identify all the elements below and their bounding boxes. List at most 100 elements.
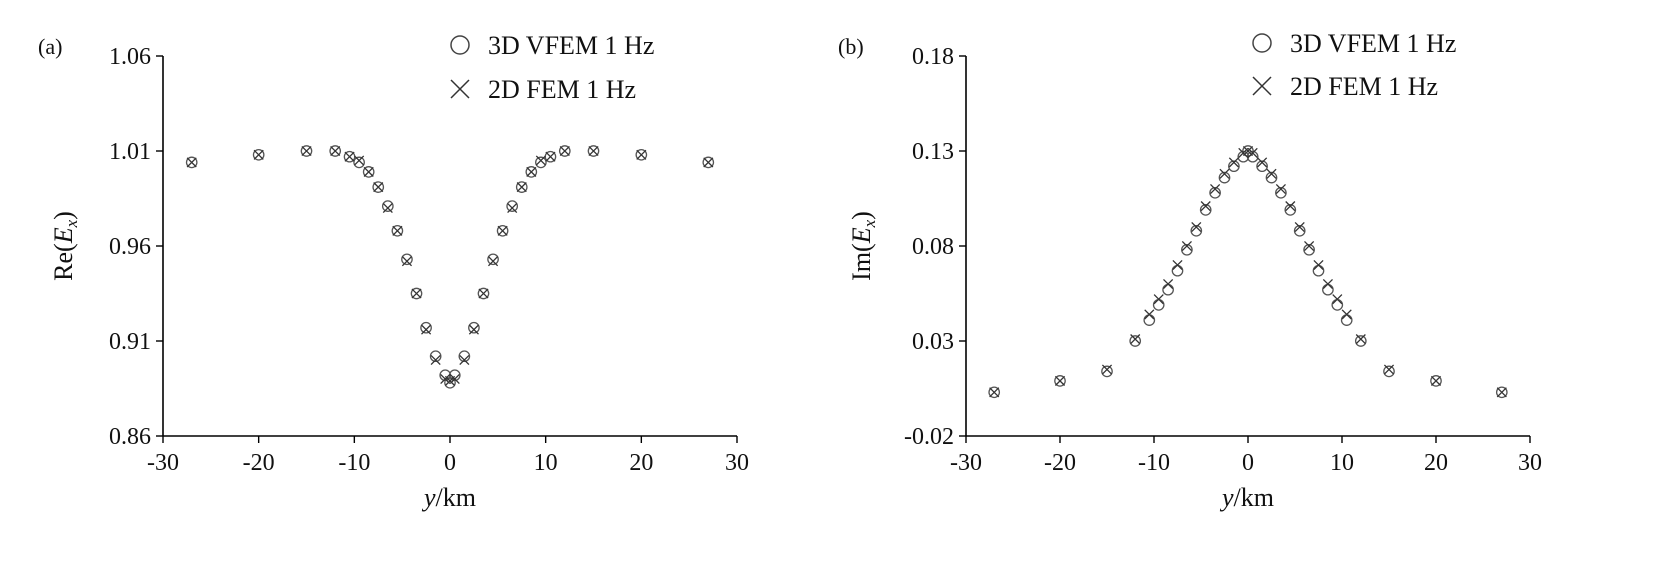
data-point-circle <box>1284 204 1297 216</box>
data-point-circle <box>1143 314 1156 326</box>
data-point-cross <box>1322 278 1333 290</box>
data-point-circle <box>525 166 538 178</box>
data-point-circle <box>1199 204 1212 216</box>
data-point-circle <box>410 287 423 300</box>
data-point-cross <box>1285 201 1296 212</box>
legend-entry-label: 3D VFEM 1 Hz <box>1290 29 1456 58</box>
data-point-circle <box>1312 264 1325 277</box>
data-point-circle <box>1162 283 1174 296</box>
y-tick-label: 0.13 <box>912 139 954 165</box>
legend-entry-label: 2D FEM 1 Hz <box>488 75 636 104</box>
x-axis-label: y/km <box>1219 483 1274 512</box>
data-point-circle <box>444 376 456 389</box>
data-point-cross <box>363 166 374 177</box>
panel-label: (b) <box>838 34 864 59</box>
data-point-cross <box>301 145 312 157</box>
data-point-circle <box>1303 243 1315 256</box>
series-2d-fem <box>989 145 1507 398</box>
data-point-circle <box>362 166 375 178</box>
y-tick-label: 1.06 <box>109 44 151 70</box>
data-point-circle <box>506 200 519 212</box>
series-3d-vfem <box>185 145 715 389</box>
data-point-cross <box>526 166 537 177</box>
x-tick-label: 20 <box>629 450 653 476</box>
y-axis-label-subscript: x <box>860 219 879 228</box>
data-point-cross <box>1219 168 1230 179</box>
y-axis-label-subscript: x <box>62 219 81 228</box>
data-point-circle <box>1354 335 1367 347</box>
legend: 3D VFEM 1 Hz 2D FEM 1 Hz <box>1252 29 1456 101</box>
data-point-circle <box>587 145 600 157</box>
data-point-cross <box>1101 364 1113 375</box>
data-point-circle <box>1181 243 1193 256</box>
data-point-cross <box>1210 183 1221 195</box>
data-point-circle <box>496 224 509 237</box>
data-point-cross <box>1304 240 1315 252</box>
y-axis-label-suffix: ) <box>847 211 876 220</box>
x-axis-label-unit: /km <box>436 483 476 512</box>
data-point-cross <box>1257 157 1268 168</box>
data-point-circle <box>1495 386 1508 399</box>
data-point-circle <box>1129 335 1142 347</box>
data-point-cross <box>1496 387 1507 398</box>
data-point-circle <box>702 156 715 169</box>
data-point-cross <box>703 157 714 168</box>
legend-circle-icon <box>1252 33 1272 53</box>
legend: 3D VFEM 1 Hz 2D FEM 1 Hz <box>450 31 654 104</box>
data-point-circle <box>468 321 480 334</box>
data-point-circle <box>401 253 413 266</box>
y-tick-label: 0.08 <box>912 234 954 260</box>
data-point-cross <box>1172 259 1183 271</box>
data-point-circle <box>1340 314 1353 326</box>
data-point-cross <box>1181 240 1192 252</box>
data-point-circle <box>1228 160 1240 173</box>
data-point-cross <box>449 373 460 385</box>
data-point-circle <box>635 148 648 161</box>
x-tick-label: -30 <box>147 450 179 476</box>
data-point-cross <box>373 182 384 193</box>
x-axis-label: y/km <box>421 483 476 512</box>
data-point-cross <box>497 225 508 236</box>
data-point-cross <box>1130 334 1141 345</box>
data-point-cross <box>1383 364 1395 375</box>
data-point-cross <box>1266 168 1277 179</box>
x-tick-label: -10 <box>338 450 370 476</box>
data-point-cross <box>636 149 647 160</box>
y-tick-label: 0.96 <box>109 234 151 260</box>
y-axis-label: Im(Ex) <box>847 211 879 281</box>
data-point-cross <box>1228 157 1239 168</box>
data-point-circle <box>1322 283 1334 296</box>
legend-circle-icon <box>450 35 470 55</box>
data-point-cross <box>401 256 413 267</box>
data-point-circle <box>477 287 490 300</box>
data-point-cross <box>1341 309 1352 320</box>
data-point-cross <box>186 157 197 168</box>
data-point-cross <box>588 145 599 157</box>
data-point-circle <box>1218 171 1231 184</box>
data-point-cross <box>507 202 518 214</box>
data-point-circle <box>353 156 365 169</box>
data-point-circle <box>515 181 528 193</box>
x-axis-label-unit: /km <box>1234 483 1274 512</box>
data-point-cross <box>459 354 470 366</box>
data-point-cross <box>1247 147 1258 158</box>
x-tick-label: 30 <box>725 450 749 476</box>
y-axis-label-prefix: Re( <box>49 243 78 281</box>
data-point-cross <box>382 202 393 214</box>
data-point-cross <box>1332 294 1343 305</box>
data-point-circle <box>185 156 198 169</box>
y-axis-label-suffix: ) <box>49 211 78 220</box>
data-point-cross <box>1163 278 1174 290</box>
y-tick-label: 0.03 <box>912 329 954 355</box>
x-tick-label: -30 <box>950 450 982 476</box>
data-point-circle <box>1152 299 1165 311</box>
x-axis-label-variable: y <box>1219 483 1234 512</box>
data-point-cross <box>344 151 355 162</box>
data-point-cross <box>354 155 365 166</box>
data-point-cross <box>1153 294 1164 305</box>
data-point-circle <box>1190 224 1203 237</box>
data-point-cross <box>487 256 499 267</box>
x-tick-label: 10 <box>1330 450 1354 476</box>
data-point-circle <box>391 224 404 237</box>
